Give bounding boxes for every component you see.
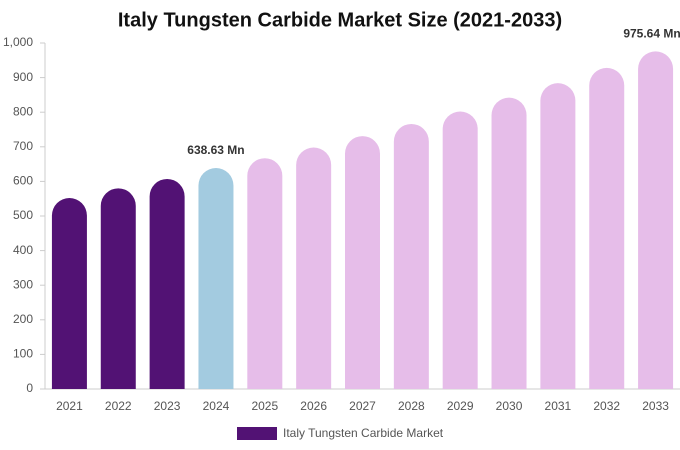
y-tick-label: 500 [13,208,33,222]
bar [589,67,625,390]
legend-swatch [237,427,277,440]
y-tick-label: 100 [13,347,33,361]
bar [442,111,478,389]
x-tick-label: 2032 [593,399,620,413]
bar [638,51,674,389]
y-tick-label: 1,000 [3,35,33,49]
x-tick-label: 2029 [447,399,474,413]
legend-label: Italy Tungsten Carbide Market [283,426,444,440]
x-tick-label: 2024 [203,399,230,413]
value-label: 638.63 Mn [187,143,244,157]
x-tick-label: 2021 [56,399,83,413]
x-tick-label: 2022 [105,399,132,413]
bar [198,168,234,389]
y-tick-label: 700 [13,139,33,153]
y-tick-label: 600 [13,174,33,188]
bar [491,97,527,389]
y-tick-label: 200 [13,312,33,326]
x-tick-label: 2030 [496,399,523,413]
y-tick-label: 300 [13,277,33,291]
bar [345,136,380,389]
y-tick-label: 400 [13,243,33,257]
chart-title: Italy Tungsten Carbide Market Size (2021… [118,9,562,31]
x-tick-label: 2033 [642,399,669,413]
x-tick-label: 2031 [545,399,572,413]
x-tick-label: 2026 [300,399,327,413]
bar [247,158,283,389]
y-tick-label: 800 [13,104,33,118]
bar [100,188,136,389]
bar [296,147,332,389]
bar [393,123,429,390]
x-tick-label: 2023 [154,399,181,413]
bar [149,178,185,389]
y-tick-label: 900 [13,70,33,84]
x-tick-label: 2027 [349,399,376,413]
bar [51,198,87,389]
y-tick-label: 0 [26,381,33,395]
value-label: 975.64 Mn [623,27,680,41]
x-tick-label: 2028 [398,399,425,413]
bar [540,83,576,390]
x-tick-label: 2025 [251,399,278,413]
